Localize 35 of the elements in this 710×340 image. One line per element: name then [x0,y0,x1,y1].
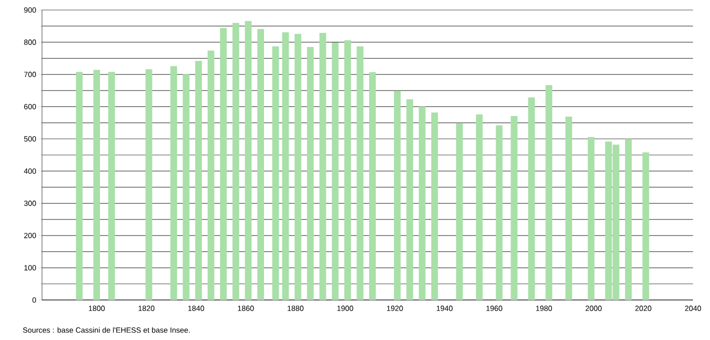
bar [565,116,572,300]
bar [257,29,264,300]
bar [496,125,503,300]
bar [642,152,650,300]
bar [208,50,214,300]
bar [195,60,202,300]
bar [528,97,535,300]
bar [108,72,115,300]
bar [145,69,152,300]
bar [232,22,240,300]
bar [431,112,438,300]
bar [588,136,594,300]
bar [546,85,552,300]
bar [244,20,252,300]
bar [510,116,518,300]
bar [332,42,339,300]
bar [369,72,376,300]
bar [625,138,632,300]
bar [282,32,289,300]
bar [406,99,414,300]
bar [307,47,314,300]
bar [356,46,364,300]
bar [394,90,401,300]
bar [93,70,100,300]
bar [220,28,227,300]
bar [272,46,279,300]
bar [476,114,483,300]
bar [170,66,178,300]
bar [182,74,190,300]
bar [294,34,302,300]
bar [344,40,351,300]
bar [456,123,463,300]
bar [319,32,326,300]
bar [418,106,426,300]
bar [76,72,83,300]
